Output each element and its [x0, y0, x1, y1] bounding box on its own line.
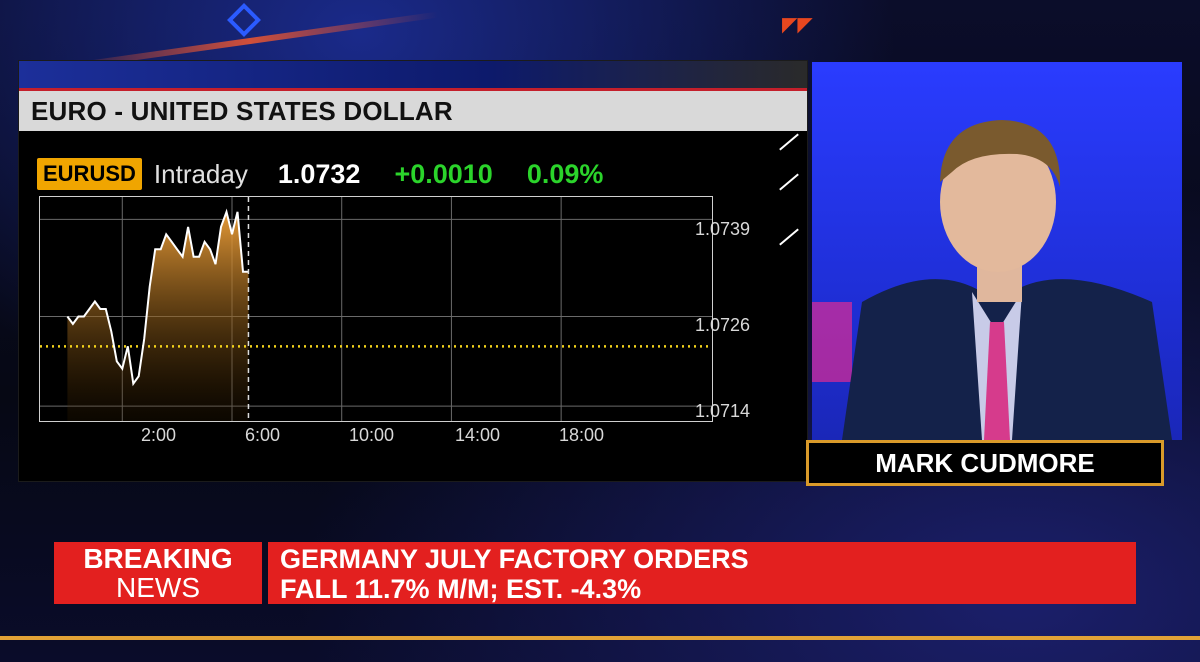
quote-row: EURUSD Intraday 1.0732 +0.0010 0.09%	[37, 156, 603, 192]
panel-header-strip	[19, 61, 807, 91]
percent-change: 0.09%	[526, 158, 604, 189]
x-tick-label: 2:00	[141, 425, 177, 445]
y-tick-label: 1.0714	[695, 401, 751, 421]
bottom-accent-line	[0, 636, 1200, 640]
anchor-video	[812, 62, 1182, 440]
chart-panel: EURO - UNITED STATES DOLLAR EURUSD Intra…	[18, 60, 808, 482]
headline-banner: GERMANY JULY FACTORY ORDERS FALL 11.7% M…	[268, 542, 1136, 604]
headline-line-2: FALL 11.7% M/M; EST. -4.3%	[280, 574, 642, 604]
x-tick-label: 18:00	[559, 425, 605, 445]
decorative-slash	[779, 173, 799, 191]
decorative-arrows: ◤◤	[782, 14, 813, 36]
price-line	[66, 208, 249, 387]
x-tick-label: 6:00	[245, 425, 281, 445]
headline-line-1: GERMANY JULY FACTORY ORDERS	[280, 544, 749, 574]
anchor-figure	[812, 120, 1172, 440]
anchor-nameplate: MARK CUDMORE	[806, 440, 1164, 486]
net-change: +0.0010	[394, 158, 493, 189]
news-label: NEWS	[116, 572, 200, 603]
price-plot	[39, 196, 713, 422]
x-tick-label: 14:00	[455, 425, 501, 445]
price-area	[67, 211, 249, 421]
breaking-label: BREAKING	[83, 543, 233, 574]
breaking-news-badge: BREAKING NEWS	[54, 542, 262, 604]
x-tick-label: 10:00	[349, 425, 395, 445]
price-chart-svg	[40, 197, 712, 421]
timeframe-label: Intraday	[153, 158, 248, 189]
y-tick-label: 1.0739	[695, 219, 751, 239]
instrument-title: EURO - UNITED STATES DOLLAR	[19, 91, 807, 131]
ticker-badge: EURUSD	[37, 158, 142, 190]
decorative-slash	[779, 228, 799, 246]
decorative-slash	[779, 133, 799, 151]
y-tick-label: 1.0726	[695, 315, 751, 335]
last-price: 1.0732	[277, 158, 361, 189]
